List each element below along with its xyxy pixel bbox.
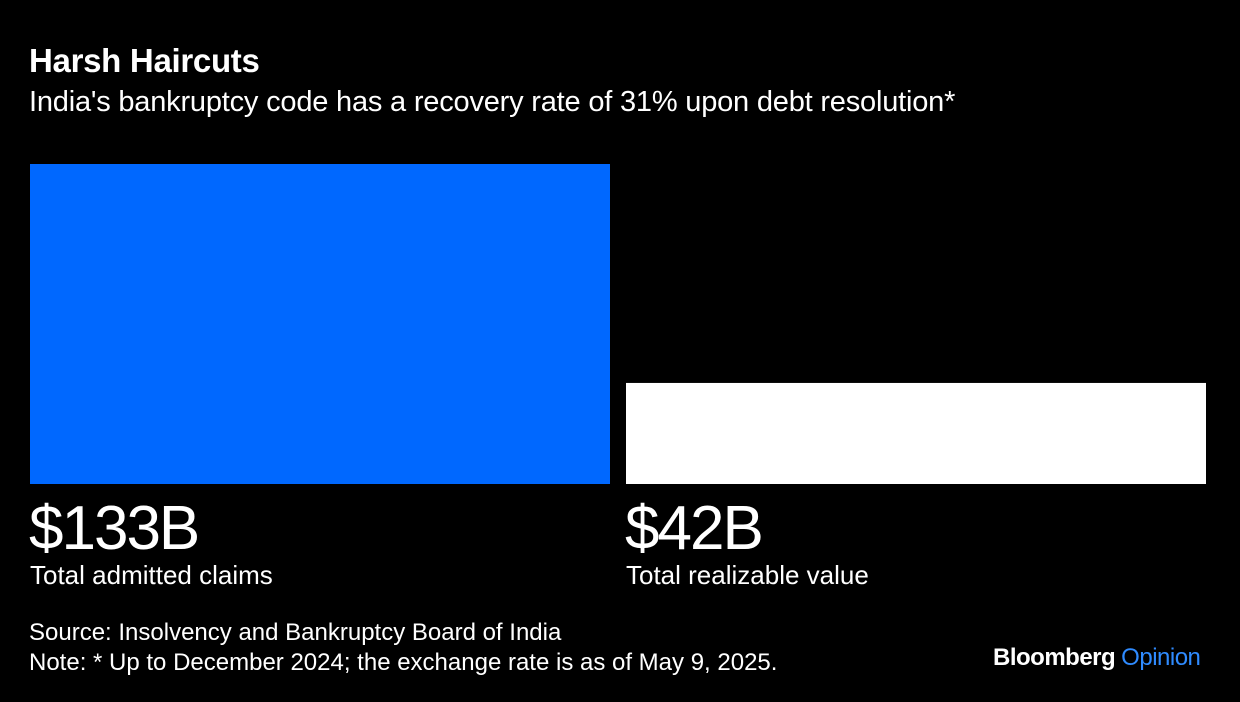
logo-product: Opinion: [1121, 644, 1201, 671]
category-label-total-realizable-value: Total realizable value: [626, 560, 869, 590]
value-label-total-admitted-claims: $133B: [29, 494, 200, 563]
bloomberg-opinion-logo: Bloomberg Opinion: [993, 644, 1201, 671]
footnote: Note: * Up to December 2024; the exchang…: [29, 649, 778, 676]
logo-brand: Bloomberg: [993, 644, 1116, 671]
bar-total-admitted-claims: [30, 164, 610, 484]
chart-subtitle: India's bankruptcy code has a recovery r…: [29, 86, 956, 118]
value-label-total-realizable-value: $42B: [625, 494, 764, 563]
category-label-total-admitted-claims: Total admitted claims: [30, 560, 273, 590]
bar-total-realizable-value: [626, 382, 1206, 484]
chart-title: Harsh Haircuts: [29, 42, 260, 79]
source-note: Source: Insolvency and Bankruptcy Board …: [29, 619, 562, 646]
